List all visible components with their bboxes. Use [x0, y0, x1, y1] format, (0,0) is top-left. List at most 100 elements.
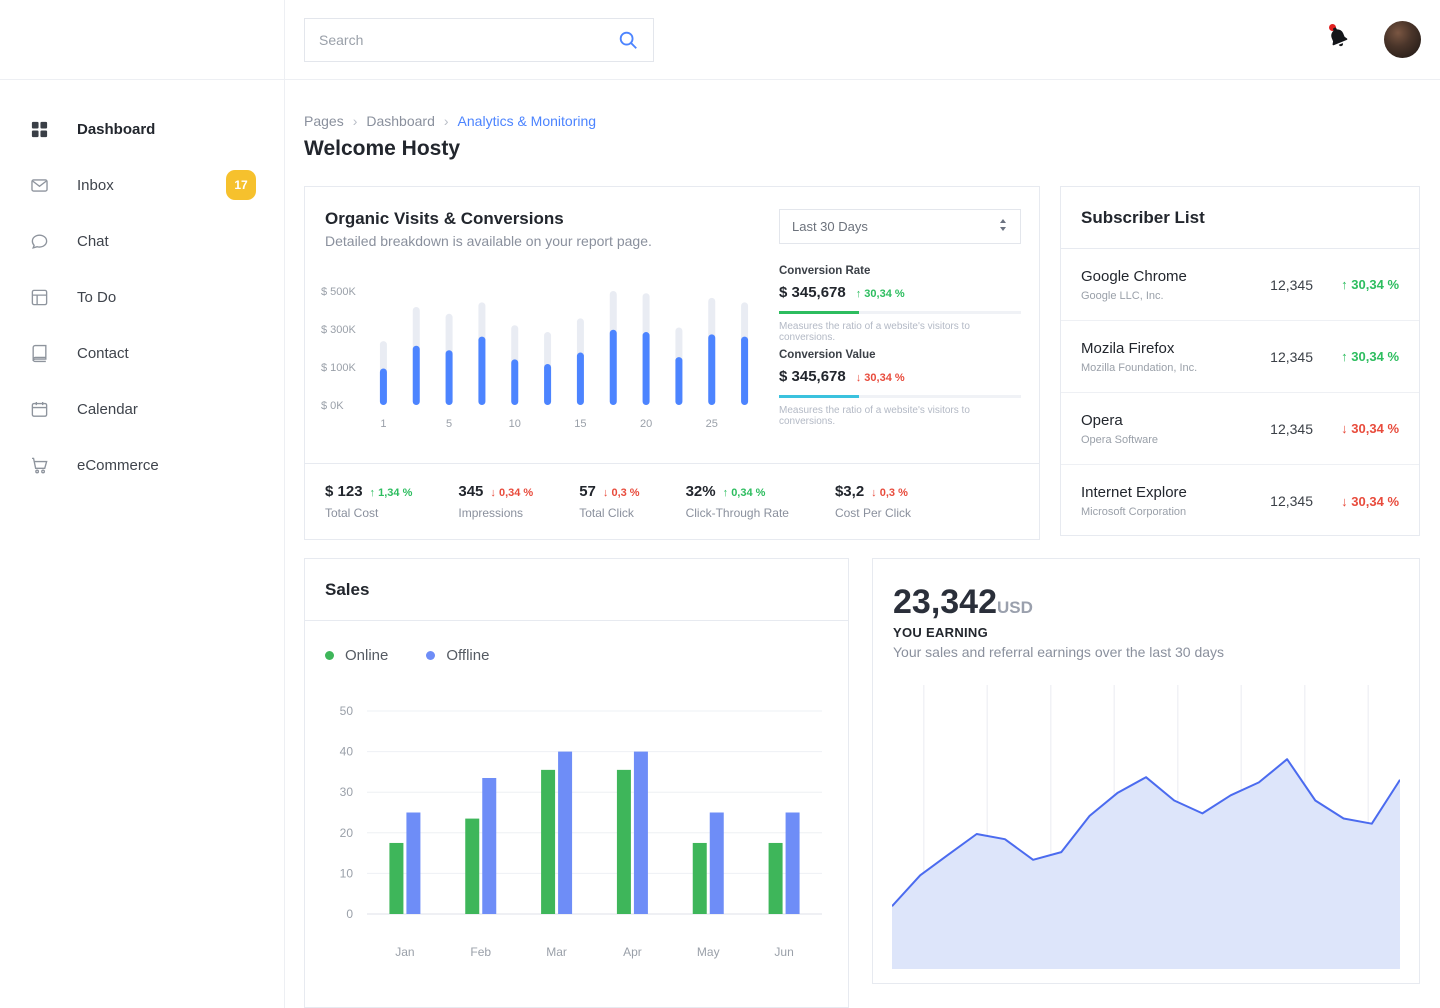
breadcrumb-dashboard[interactable]: Dashboard: [366, 113, 435, 129]
svg-text:10: 10: [509, 418, 521, 430]
svg-text:$ 100K: $ 100K: [321, 362, 357, 374]
sidebar: Dashboard Inbox 17 Chat To Do: [0, 0, 285, 1008]
svg-text:Apr: Apr: [623, 945, 642, 959]
card-title: Subscriber List: [1061, 187, 1419, 249]
sidebar-item-inbox[interactable]: Inbox 17: [0, 157, 284, 213]
sidebar-item-label: Calendar: [77, 400, 138, 418]
stat-total-click: 57 ↓ 0,3 % Total Click: [579, 483, 640, 520]
metric-delta: ↓ 30,34 %: [855, 372, 905, 384]
address-book-icon: [30, 343, 50, 363]
date-range-select[interactable]: Last 30 Days: [779, 209, 1021, 244]
sidebar-item-label: Chat: [77, 232, 109, 250]
search-input[interactable]: [319, 32, 617, 48]
sidebar-item-dashboard[interactable]: Dashboard: [0, 101, 284, 157]
topbar: [285, 0, 1440, 80]
chat-bubble-icon: [30, 231, 50, 251]
sidebar-item-label: Inbox: [77, 176, 114, 194]
metric-value: $ 345,678: [779, 284, 846, 301]
subscriber-row-firefox[interactable]: Mozila Firefox Mozilla Foundation, Inc. …: [1061, 321, 1419, 393]
stat-impressions: 345 ↓ 0,34 % Impressions: [458, 483, 534, 520]
delta-arrow-icon: ↓: [490, 487, 496, 499]
legend-online[interactable]: Online: [325, 647, 388, 664]
metric-label: Conversion Rate: [779, 265, 871, 277]
breadcrumb-analytics[interactable]: Analytics & Monitoring: [457, 113, 597, 129]
metric-progress-bar: [779, 311, 859, 314]
subscriber-list-card: Subscriber List Google Chrome Google LLC…: [1060, 186, 1420, 536]
earnings-currency: USD: [997, 598, 1033, 617]
earnings-chart: [892, 685, 1400, 969]
delta-arrow-icon: ↑: [1341, 349, 1348, 364]
legend-offline[interactable]: Offline: [426, 647, 489, 664]
notifications-bell-icon[interactable]: [1322, 21, 1353, 52]
sidebar-nav: Dashboard Inbox 17 Chat To Do: [0, 80, 284, 493]
sales-card: Sales Online Offline 0 10 20 30 40 50 Jan Feb Ma…: [304, 558, 849, 1008]
delta-arrow-icon: ↓: [602, 487, 609, 499]
earnings-subtitle: Your sales and referral earnings over th…: [893, 644, 1225, 660]
shopping-cart-icon: [30, 455, 50, 475]
blue-dot-icon: [426, 651, 436, 660]
organic-visits-chart: $ 500K$ 300K$ 100K$ 0K1 5 10 15 20 25: [321, 286, 749, 430]
sidebar-item-chat[interactable]: Chat: [0, 213, 284, 269]
svg-text:20: 20: [640, 418, 652, 430]
svg-text:1: 1: [380, 418, 386, 430]
search-box: [304, 18, 654, 62]
delta-arrow-icon: ↑: [722, 487, 729, 499]
date-range-value: Last 30 Days: [792, 219, 868, 234]
logo: [0, 0, 284, 80]
conversion-rate-metric: Conversion Rate $ 345,678 ↑ 30,34 % Meas…: [779, 265, 1021, 343]
metric-label: Conversion Value: [779, 349, 876, 361]
grid-icon: [30, 119, 50, 139]
breadcrumb: Pages › Dashboard › Analytics & Monitori…: [304, 113, 596, 129]
delta-arrow-icon: ↑: [1341, 277, 1348, 292]
svg-text:5: 5: [446, 418, 452, 430]
svg-text:$ 300K: $ 300K: [321, 324, 357, 336]
card-subtitle: Detailed breakdown is available on your …: [325, 233, 652, 249]
search-icon[interactable]: [617, 29, 639, 51]
svg-text:20: 20: [340, 826, 354, 840]
svg-text:Feb: Feb: [470, 945, 491, 959]
svg-text:May: May: [697, 945, 720, 959]
mail-icon: [30, 175, 50, 195]
svg-text:30: 30: [340, 785, 354, 799]
metric-progress-bar: [779, 395, 859, 398]
sidebar-item-ecommerce[interactable]: eCommerce: [0, 437, 284, 493]
metric-delta: ↑ 30,34 %: [855, 288, 905, 300]
chevron-right-icon: ›: [352, 113, 358, 129]
metric-caption: Measures the ratio of a website's visito…: [779, 405, 970, 427]
breadcrumb-pages[interactable]: Pages: [304, 113, 344, 129]
svg-text:$ 500K: $ 500K: [321, 286, 357, 298]
sidebar-item-label: eCommerce: [77, 456, 159, 474]
chevron-right-icon: ›: [443, 113, 449, 129]
earnings-card: 23,342USD YOU EARNING Your sales and ref…: [872, 558, 1420, 984]
metric-progress-track: [779, 311, 1021, 314]
metric-progress-track: [779, 395, 1021, 398]
delta-arrow-icon: ↑: [369, 487, 376, 499]
organic-visits-card: Organic Visits & Conversions Detailed br…: [304, 186, 1040, 540]
sidebar-item-label: Dashboard: [77, 120, 156, 138]
card-title: Organic Visits & Conversions: [325, 209, 564, 228]
svg-text:25: 25: [706, 418, 718, 430]
subscriber-row-opera[interactable]: Opera Opera Software 12,345 ↓ 30,34 %: [1061, 393, 1419, 465]
select-arrows-icon: [998, 218, 1008, 235]
subscriber-row-ie[interactable]: Internet Explore Microsoft Corporation 1…: [1081, 484, 1399, 518]
sidebar-item-calendar[interactable]: Calendar: [0, 381, 284, 437]
sidebar-item-contact[interactable]: Contact: [0, 325, 284, 381]
svg-text:40: 40: [340, 745, 354, 759]
svg-text:Jan: Jan: [395, 945, 414, 959]
page-title: Welcome Hosty: [304, 137, 460, 160]
sales-legend: Online Offline: [325, 647, 489, 664]
earnings-heading: YOU EARNING: [893, 625, 989, 640]
checklist-icon: [30, 287, 50, 307]
subscriber-row-chrome[interactable]: Google Chrome Google LLC, Inc. 12,345 ↑ …: [1061, 249, 1419, 321]
earnings-amount: 23,342USD: [893, 583, 1033, 621]
sales-chart: 0 10 20 30 40 50 Jan Feb Mar Apr May Jun: [340, 704, 822, 959]
stat-total-cost: $ 123 ↑ 1,34 % Total Cost: [325, 483, 413, 520]
sidebar-item-todo[interactable]: To Do: [0, 269, 284, 325]
stat-cost-per-click: $3,2 ↓ 0,3 % Cost Per Click: [834, 483, 911, 520]
kpi-stats-row: $ 123 ↑ 1,34 % Total Cost 345 ↓ 0,34 % I…: [305, 463, 1039, 539]
svg-text:Jun: Jun: [774, 945, 793, 959]
user-avatar[interactable]: [1384, 21, 1421, 58]
delta-arrow-icon: ↓: [871, 487, 877, 499]
stat-click-through-rate: 32% ↑ 0,34 % Click-Through Rate: [685, 483, 789, 520]
